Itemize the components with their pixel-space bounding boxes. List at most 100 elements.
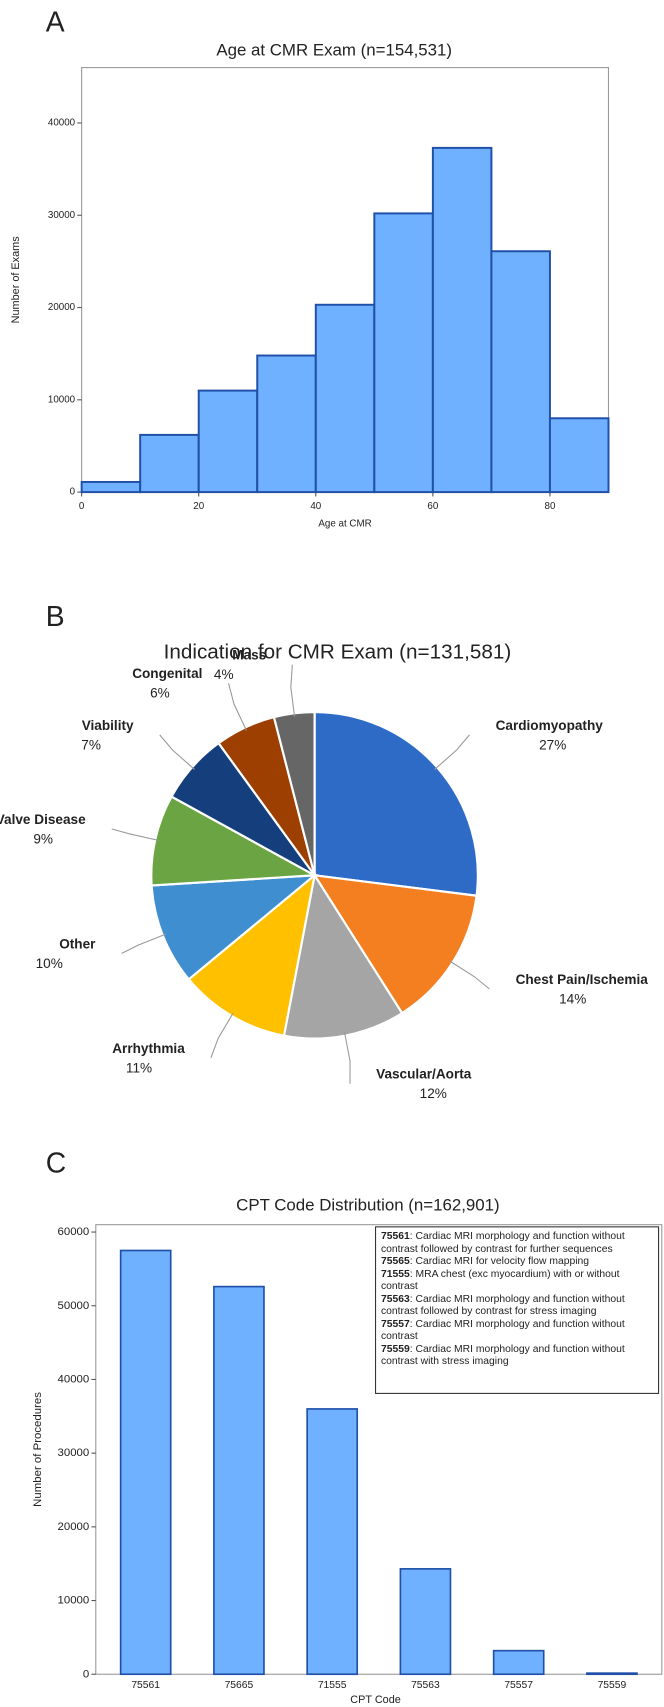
y-tick-label: 10000 (58, 1595, 90, 1607)
slice-value-label: 4% (214, 667, 234, 682)
slice-value-label: 11% (126, 1060, 152, 1075)
slice-label: Mass (232, 648, 266, 663)
chart-title: CPT Code Distribution (n=162,901) (236, 1196, 500, 1215)
y-tick-label: 0 (83, 1668, 89, 1680)
y-axis-label: Number of Exams (10, 236, 22, 324)
note-code: 75565 (380, 1255, 410, 1268)
leader-line (210, 1012, 234, 1059)
bar (492, 1649, 545, 1676)
chart-title: Indication for CMR Exam (n=131,581) (164, 641, 512, 664)
panel-label: B (46, 600, 65, 632)
histogram-bar (314, 303, 376, 494)
bar (119, 1249, 172, 1676)
x-axis-label: Age at CMR (318, 518, 371, 529)
panel-label: C (46, 1146, 66, 1178)
x-tick-label: 20 (193, 501, 204, 512)
y-tick-label: 10000 (48, 394, 76, 405)
histogram-bar (197, 389, 259, 494)
note: 71555: MRA chest (exc myocardium) with o… (381, 1268, 655, 1293)
slice-label: Vascular/Aorta (376, 1067, 472, 1082)
y-tick-label: 20000 (48, 302, 76, 313)
leader-line (121, 933, 167, 954)
y-tick-label: 0 (70, 487, 76, 498)
y-tick-label: 30000 (48, 210, 76, 221)
leader-line (159, 734, 195, 770)
slice-label: Chest Pain/Ischemia (516, 972, 649, 987)
leader-line (111, 828, 159, 841)
bar (213, 1285, 265, 1676)
panel-label: A (46, 6, 65, 38)
slice-value-label: 27% (539, 737, 566, 752)
histogram-bar (373, 212, 434, 494)
note: 75559: Cardiac MRI morphology and functi… (381, 1343, 655, 1368)
notes-list: 75561: Cardiac MRI morphology and functi… (381, 1230, 655, 1368)
slice-label: Cardiomyopathy (496, 718, 604, 733)
slice-label: Valve Disease (0, 812, 86, 827)
slice-value-label: 12% (420, 1086, 447, 1101)
note-text: : Cardiac MRI morphology and function wi… (380, 1342, 625, 1368)
note-text: : Cardiac MRI for velocity flow mapping (409, 1255, 590, 1268)
slice-value-label: 10% (36, 956, 63, 971)
slice-label: Other (59, 936, 96, 951)
note-code: 75563 (380, 1292, 410, 1305)
x-tick-label: 75563 (411, 1680, 440, 1691)
x-tick-label: 40 (310, 501, 321, 512)
x-axis-label: CPT Code (350, 1694, 401, 1706)
x-tick-label: 75665 (225, 1680, 254, 1691)
slice-value-label: 9% (33, 831, 53, 846)
y-tick-label: 40000 (48, 118, 76, 129)
note-code: 75559 (380, 1342, 410, 1355)
x-tick-label: 71555 (318, 1680, 347, 1691)
note-text: : Cardiac MRI morphology and function wi… (380, 1292, 625, 1318)
note: 75563: Cardiac MRI morphology and functi… (381, 1293, 655, 1318)
bar (399, 1568, 452, 1676)
y-tick-label: 60000 (58, 1226, 90, 1238)
y-tick-label: 20000 (58, 1521, 90, 1533)
histogram-bar (431, 146, 493, 494)
y-tick-label: 30000 (58, 1447, 90, 1459)
slice-label: Viability (82, 718, 134, 733)
histogram-bar (490, 250, 551, 494)
histogram-bar (139, 433, 200, 494)
notes: 75561: Cardiac MRI morphology and functi… (381, 1230, 655, 1368)
note: 75561: Cardiac MRI morphology and functi… (381, 1230, 655, 1255)
y-axis-label: Number of Procedures (32, 1392, 44, 1507)
note: 75565: Cardiac MRI for velocity flow map… (381, 1255, 655, 1268)
chart-title: Age at CMR Exam (n=154,531) (216, 41, 452, 60)
plot-frame (95, 1224, 663, 1675)
histogram-bar (548, 417, 610, 494)
note: 75557: Cardiac MRI morphology and functi… (381, 1318, 655, 1343)
bar (306, 1408, 359, 1676)
note-code: 71555 (380, 1267, 410, 1280)
leader-line (290, 664, 296, 717)
histogram-bar (80, 480, 142, 494)
note-code: 75561 (380, 1230, 410, 1243)
x-tick-label: 75559 (598, 1680, 627, 1691)
slice-label: Arrhythmia (112, 1041, 185, 1056)
x-tick-label: 60 (427, 501, 438, 512)
note-text: : Cardiac MRI morphology and function wi… (380, 1317, 625, 1343)
pie-slice (313, 710, 479, 897)
bar (586, 1672, 638, 1676)
note-text: : MRA chest (exc myocardium) with or wit… (380, 1267, 620, 1293)
note-code: 75557 (380, 1317, 410, 1330)
slice-value-label: 14% (559, 991, 586, 1006)
note-text: : Cardiac MRI morphology and function wi… (380, 1230, 625, 1255)
leader-line (344, 1032, 351, 1084)
y-tick-label: 40000 (58, 1373, 90, 1385)
y-tick-label: 50000 (58, 1300, 90, 1312)
leader-line (434, 734, 470, 770)
slice-value-label: 6% (150, 686, 170, 701)
x-tick-label: 75561 (131, 1680, 160, 1691)
histogram-bar (256, 354, 317, 494)
x-tick-label: 75557 (504, 1680, 533, 1691)
leader-line (449, 960, 490, 990)
x-tick-label: 80 (545, 501, 556, 512)
leader-line (228, 683, 247, 731)
notes-box (374, 1226, 660, 1394)
x-tick-label: 0 (79, 501, 85, 512)
slice-value-label: 7% (81, 737, 101, 752)
slice-label: Congenital (132, 666, 202, 681)
